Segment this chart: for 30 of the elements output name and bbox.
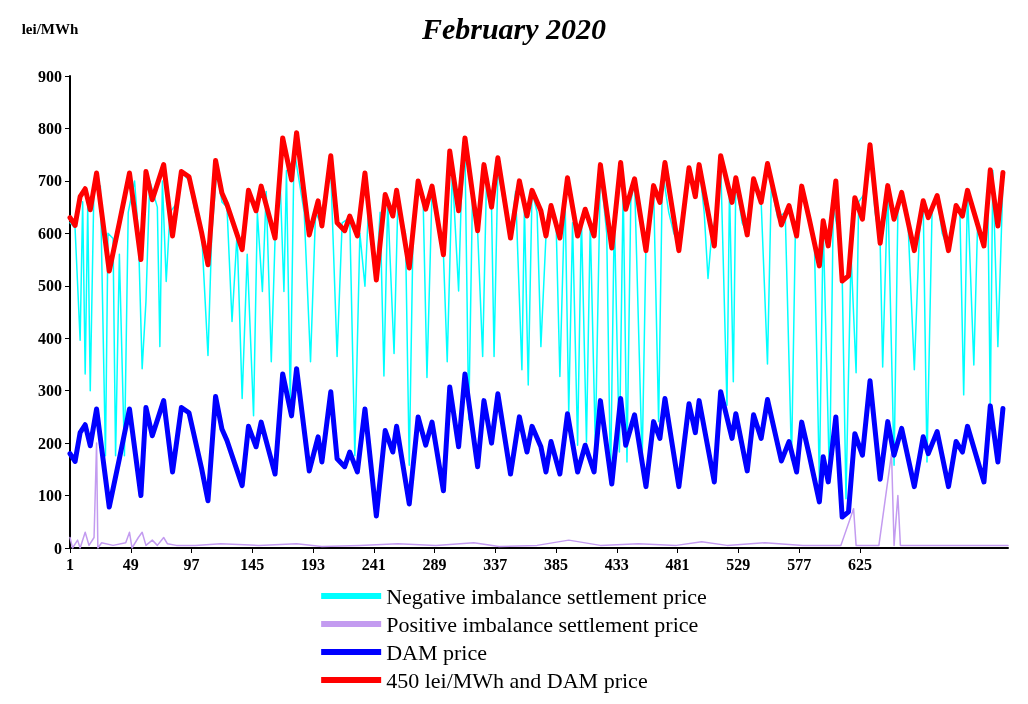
x-tick-label: 577: [787, 555, 812, 573]
x-tick-label: 1: [66, 555, 74, 573]
x-tick-label: 625: [847, 555, 872, 573]
y-tick-label: 800: [38, 119, 62, 137]
x-tick-label: 481: [665, 555, 690, 573]
x-tick-label: 385: [544, 555, 569, 573]
y-tick-label: 200: [38, 434, 62, 452]
legend-label: 450 lei/MWh and DAM price: [386, 667, 648, 693]
x-tick-label: 193: [301, 555, 326, 573]
x-tick-label: 49: [122, 555, 139, 573]
y-tick-label: 0: [54, 539, 62, 557]
y-axis-title: lei/MWh: [21, 20, 79, 37]
x-tick-label: 145: [240, 555, 265, 573]
x-tick-label: 241: [361, 555, 386, 573]
y-tick-label: 700: [38, 172, 62, 190]
x-tick-label: 337: [483, 555, 508, 573]
y-tick-label: 400: [38, 329, 62, 347]
y-tick-label: 500: [38, 277, 62, 295]
x-tick-label: 529: [726, 555, 751, 573]
y-tick-label: 300: [38, 382, 62, 400]
legend-label: DAM price: [386, 639, 487, 665]
legend-label: Negative imbalance settlement price: [386, 583, 707, 609]
y-tick-label: 100: [38, 487, 62, 505]
x-tick-label: 433: [604, 555, 629, 573]
x-tick-label: 97: [183, 555, 200, 573]
legend-label: Positive imbalance settlement price: [386, 611, 699, 637]
chart-title: February 2020: [420, 11, 607, 45]
y-tick-label: 900: [38, 67, 62, 85]
x-tick-label: 289: [422, 555, 447, 573]
y-tick-label: 600: [38, 224, 62, 242]
